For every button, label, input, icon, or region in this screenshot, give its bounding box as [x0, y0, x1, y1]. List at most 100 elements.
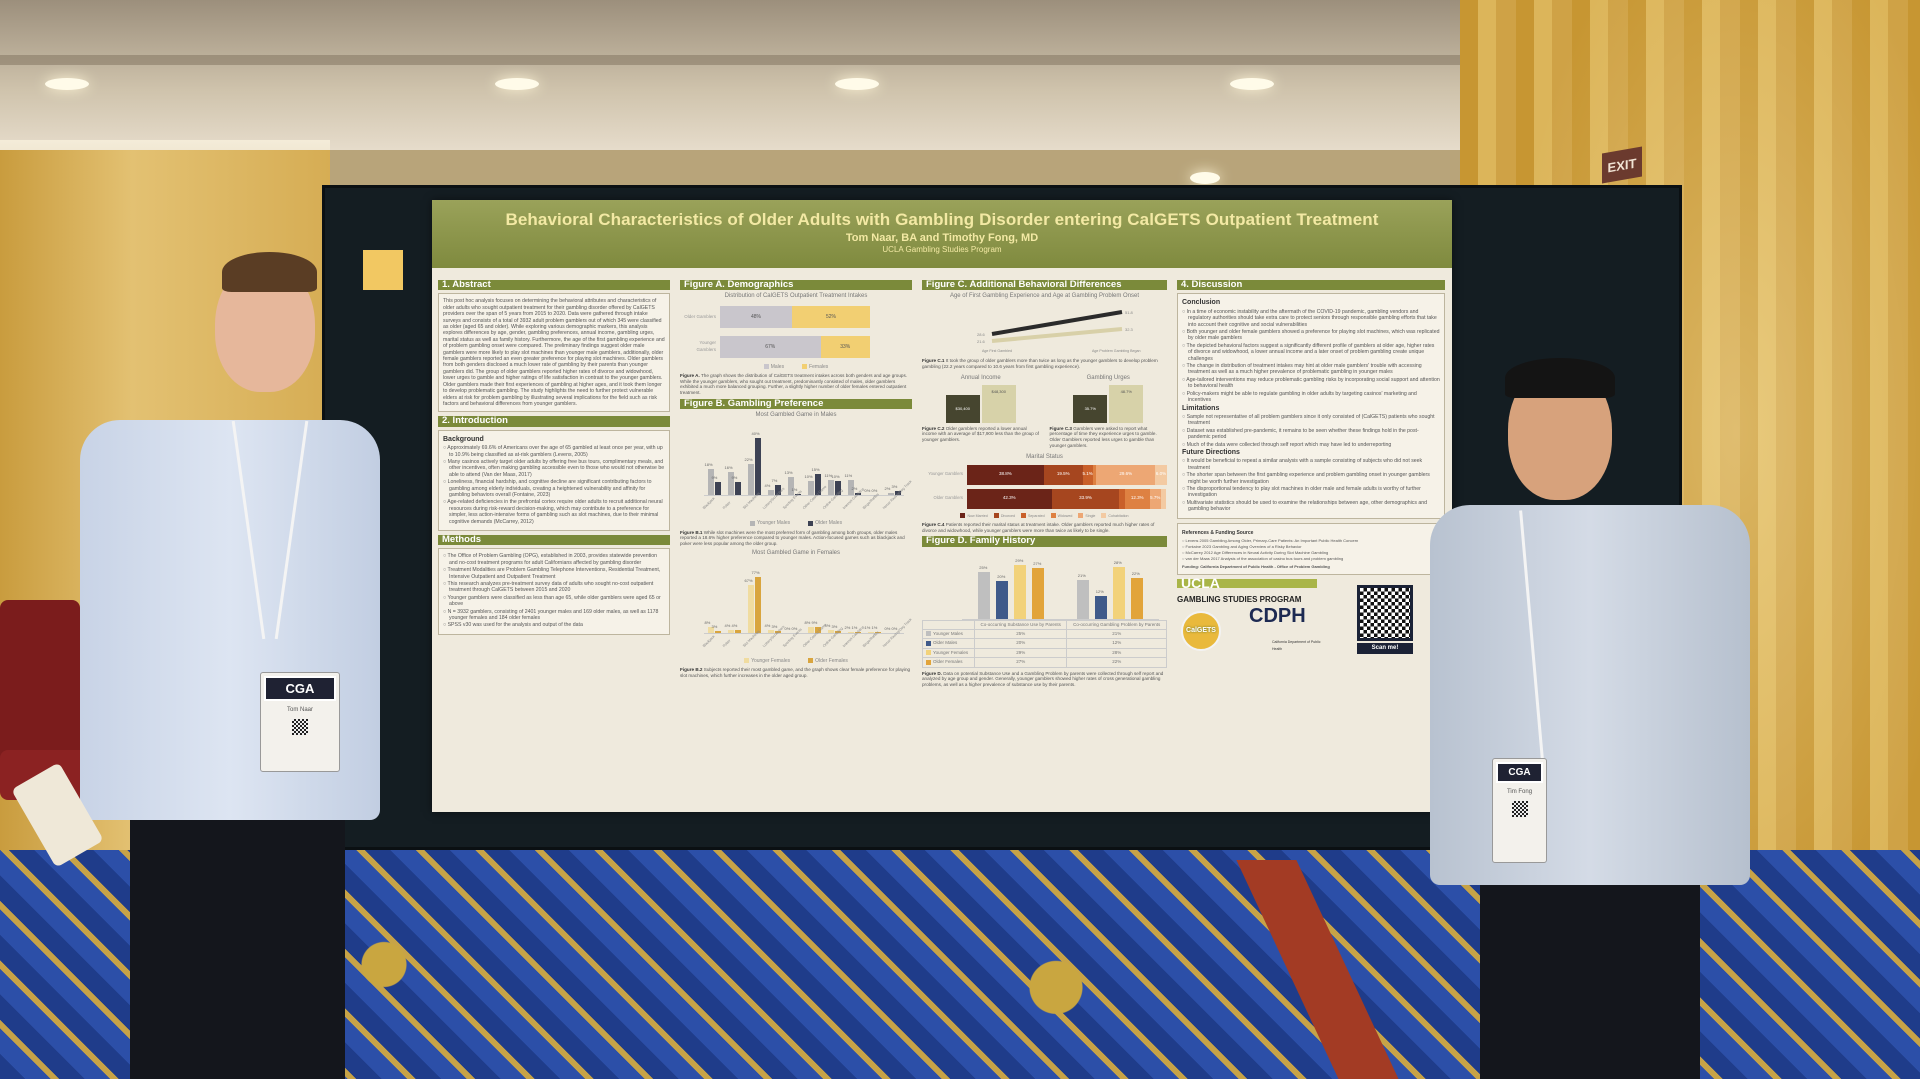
bar: 22%	[745, 457, 754, 496]
age-line-chart: 21.6 28.6 32.3 51.8 Age First Gambled Ag…	[977, 310, 1141, 353]
discussion-bullet: The shorter span between the first gambl…	[1182, 472, 1440, 485]
figure-d-caption: Figure D. Data on potential Substance Us…	[922, 670, 1164, 687]
column-3: Figure C. Additional Behavioral Differen…	[922, 280, 1167, 690]
hbar-row-older: Older Gamblers 48% 52%	[680, 304, 912, 330]
intro-bullet: Age-related deficiencies in the prefront…	[443, 499, 665, 525]
bar-group: 18% 9%	[705, 462, 721, 496]
hair	[222, 252, 317, 292]
bar-group: 13% 1%	[785, 470, 801, 496]
line-chart-title: Age of First Gambling Experience and Age…	[949, 293, 1140, 300]
bar: 11%	[845, 473, 854, 496]
badge-name: Tim Fong	[1506, 789, 1533, 795]
ceiling-light	[1230, 78, 1274, 90]
bar-group: 2% 3%	[885, 484, 901, 496]
bar: 3%	[772, 624, 781, 633]
cga-logo: CGA	[1496, 762, 1543, 783]
name-badge: CGA Tom Naar	[260, 672, 340, 772]
discussion-bullet: The depicted behavioral factors suggest …	[1182, 343, 1440, 362]
cdph-logo: CDPH	[1249, 605, 1306, 628]
scan-me-button[interactable]: Scan me!	[1357, 643, 1413, 654]
ceiling-beam	[0, 55, 1500, 65]
discussion-bullet: Age-tailored interventions may reduce pr…	[1182, 377, 1440, 390]
bar-group: 4% 7%	[765, 478, 781, 496]
figure-c4-caption: Figure C.4 Patients reported their marit…	[922, 522, 1155, 533]
svg-text:51.8: 51.8	[1125, 310, 1134, 315]
marital-stacked-chart: Younger Gamblers 38.8% 19.5% 5.1% 29.6% 6.0% O…	[922, 464, 1167, 519]
svg-text:32.3: 32.3	[1125, 327, 1134, 332]
bar-group: 10% 15%	[805, 467, 821, 496]
marital-title: Marital Status	[1026, 454, 1063, 461]
urges-chart: Gambling Urges 35.7% 48.7% Figure C.3 Ga…	[1049, 375, 1157, 448]
background-heading: Background	[443, 435, 484, 443]
introduction-heading: 2. Introduction	[438, 416, 670, 427]
bar-group: 1% 1%	[864, 625, 881, 633]
figure-b2-caption: Figure B.2 Subjects reported their most …	[680, 667, 911, 678]
abstract-heading: 1. Abstract	[438, 280, 670, 291]
bar: 3%	[892, 484, 901, 496]
bar-group: 11% 10%	[825, 473, 841, 496]
bar: 67%	[745, 578, 754, 633]
bar-group: 4% 3%	[825, 623, 841, 633]
bar: 9%	[732, 475, 741, 496]
ceiling-light	[45, 78, 89, 90]
bar: 18%	[705, 462, 714, 496]
discussion-bullet: The disproportional tendency to play slo…	[1182, 486, 1440, 499]
bar: 4%	[765, 483, 774, 496]
sticky-note	[363, 250, 403, 290]
bar: 11%	[825, 473, 834, 496]
ucla-logo: UCLA	[1177, 576, 1317, 591]
discussion-bullet: Multivariate statistics should be used t…	[1182, 500, 1440, 513]
methods-bullet: SPSS v30 was used for the analysis and o…	[443, 622, 665, 628]
bar: 9%	[712, 475, 721, 496]
discussion-bullet: McCarrey 2012 Age Differences in Neural …	[1182, 550, 1440, 555]
bar: 8%	[805, 620, 814, 633]
figure-b1-caption: Figure B.1 While slot machines were the …	[680, 529, 905, 546]
bar: 3%	[712, 624, 721, 633]
males-legend: Younger Males Older Males	[680, 520, 912, 526]
figure-a-heading: Figure A. Demographics	[680, 280, 912, 291]
intro-bullet: Loneliness, financial hardship, and cogn…	[443, 479, 665, 498]
methods-heading: Methods	[438, 535, 670, 546]
bar-group: 2% 1%	[845, 625, 861, 633]
svg-text:Age Problem Gambling Began: Age Problem Gambling Began	[1092, 349, 1141, 353]
shirt	[1430, 505, 1750, 885]
bar: 1%	[851, 625, 861, 633]
bar: 9%	[812, 620, 821, 633]
bar: 1%	[864, 625, 874, 633]
bar-group: 8% 9%	[805, 620, 821, 633]
bar: 2%	[885, 486, 894, 496]
bar-group: 16% 9%	[725, 465, 741, 496]
females-categories: Blackjack Poker Slot Machines Lottery/Scrat…	[701, 617, 913, 649]
bar-group: 11% 2%	[845, 473, 861, 496]
discussion-bullet: Levens 2005 Gambling Among Older, Primar…	[1182, 538, 1440, 543]
references-box: References & Funding Source Levens 2005 …	[1177, 522, 1445, 576]
svg-text:28.6: 28.6	[977, 332, 986, 337]
bar: 2%	[852, 486, 861, 496]
females-bar-chart: 8% 3% 4% 4% 67% 77% 4% 3% 0% 0% 8% 9% 4% 3% 2% 1% 1% 1% 0%…	[704, 559, 904, 634]
column-1: 1. Abstract This post hoc analysis focus…	[438, 280, 670, 639]
badge-qr	[292, 719, 308, 735]
ceiling-light	[495, 78, 539, 90]
bar-group: 4% 3%	[765, 623, 781, 633]
calgets-logo: CalGETS	[1181, 611, 1221, 652]
hair	[1505, 358, 1615, 398]
qr-code[interactable]	[1357, 585, 1413, 642]
discussion-bullet: The change in distribution of treatment …	[1182, 363, 1440, 376]
bar: 16%	[725, 465, 734, 496]
column-2: Figure A. Demographics Distribution of C…	[680, 280, 912, 682]
family-table: Co-occurring Substance Use by Parents Co-…	[922, 619, 1167, 668]
bar: 15%	[812, 467, 821, 496]
svg-text:21.6: 21.6	[977, 339, 986, 344]
ceiling-light	[835, 78, 879, 90]
intro-bullet: Many casinos actively target older adult…	[443, 459, 665, 478]
bar: 4%	[725, 623, 734, 633]
logo-area: UCLA GAMBLING STUDIES PROGRAM CalGETS CD…	[1177, 576, 1445, 659]
discussion-bullet: It would be beneficial to repeat a simil…	[1182, 458, 1440, 471]
poster-header: Behavioral Characteristics of Older Adul…	[432, 200, 1452, 268]
bar-group: 22% 40%	[745, 431, 761, 496]
badge-name: Tom Naar	[286, 707, 313, 713]
methods-bullet: Younger gamblers were classified as less…	[443, 595, 665, 608]
females-legend: Younger Females Older Females	[680, 658, 912, 664]
bar-group: 8% 3%	[705, 620, 721, 633]
bar-group: 67% 77%	[745, 570, 761, 633]
